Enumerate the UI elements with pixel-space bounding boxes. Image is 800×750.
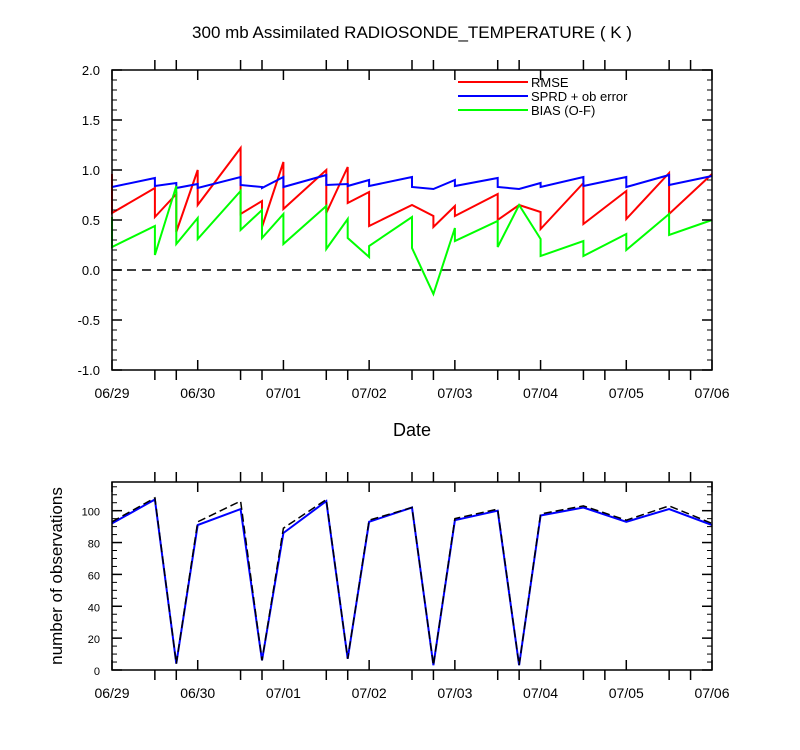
x-tick-label: 07/04 [523, 385, 558, 401]
y-tick-label: 1.5 [82, 113, 100, 128]
x-tick-label: 06/30 [180, 385, 215, 401]
y-tick-label: 0.0 [82, 263, 100, 278]
y-tick-label: -0.5 [78, 313, 100, 328]
bottom-chart-series [111, 496, 713, 666]
y-tick-label: 60 [88, 570, 100, 582]
x-tick-label: 07/06 [694, 685, 729, 701]
x-tick-label: 07/06 [694, 385, 729, 401]
x-tick-label: 06/29 [94, 685, 129, 701]
series-line-bias-o-f [111, 185, 713, 297]
y-tick-label: 20 [88, 634, 100, 646]
x-axis-title: Date [393, 420, 431, 440]
y-axis-title-observations: number of observations [47, 487, 66, 665]
series-line-sprd-ob-error [111, 173, 713, 191]
y-tick-label: 0.5 [82, 213, 100, 228]
y-tick-label: 1.0 [82, 163, 100, 178]
x-tick-label: 07/01 [266, 385, 301, 401]
y-tick-label: 40 [88, 602, 100, 614]
x-tick-label: 07/03 [437, 685, 472, 701]
legend-label-bias-o-f: BIAS (O-F) [531, 103, 595, 118]
x-tick-label: 07/05 [609, 385, 644, 401]
top-chart-ticks: 06/29 06/30 07/01 07/02 07/03 07/04 07/05 07/06… [78, 60, 730, 401]
series-line-assimilated [111, 497, 713, 666]
x-tick-label: 07/01 [266, 685, 301, 701]
y-tick-label: -1.0 [78, 363, 100, 378]
x-tick-label: 06/29 [94, 385, 129, 401]
x-tick-label: 06/30 [180, 685, 215, 701]
x-tick-label: 07/04 [523, 685, 558, 701]
series-line-possible [111, 496, 713, 666]
y-tick-label: 100 [82, 507, 100, 519]
y-tick-label: 2.0 [82, 63, 100, 78]
y-tick-label: 80 [88, 539, 100, 551]
x-tick-label: 07/02 [352, 685, 387, 701]
legend-label-sprd-ob-error: SPRD + ob error [531, 89, 628, 104]
legend-label-rmse: RMSE [531, 75, 569, 90]
x-tick-label: 07/03 [437, 385, 472, 401]
x-tick-label: 07/05 [609, 685, 644, 701]
bottom-chart-ticks: 06/29 06/30 07/01 07/02 07/03 07/04 07/05 07/06… [82, 472, 730, 701]
chart-title: 300 mb Assimilated RADIOSONDE_TEMPERATUR… [192, 23, 632, 42]
y-tick-label: 0 [94, 666, 100, 678]
x-tick-label: 07/02 [352, 385, 387, 401]
top-chart-series [111, 145, 713, 297]
